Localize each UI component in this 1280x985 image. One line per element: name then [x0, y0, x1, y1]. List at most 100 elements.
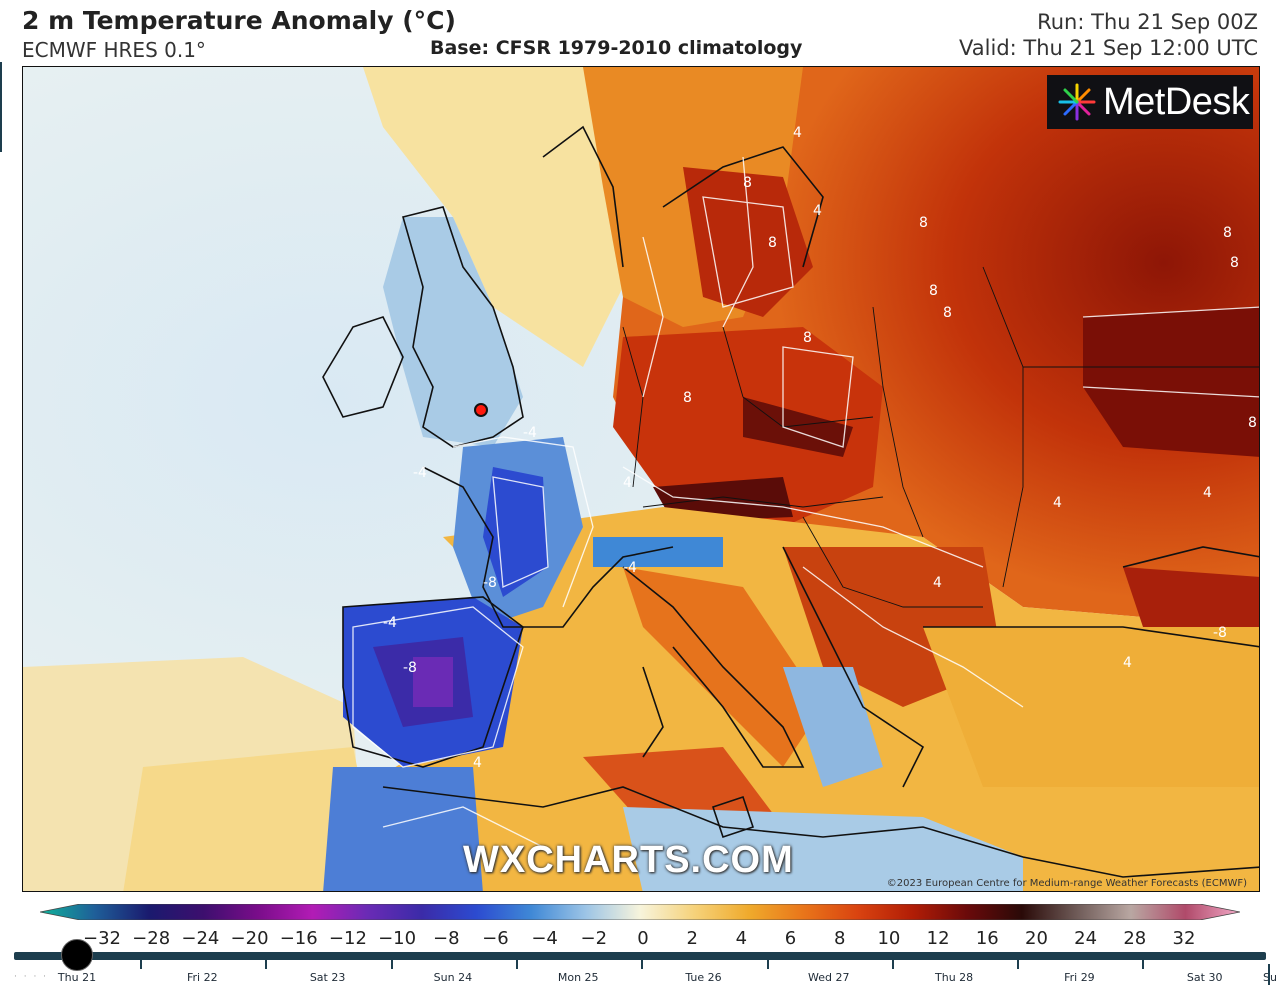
contour-label: 8 — [743, 175, 752, 191]
colorbar-tick-label: 12 — [926, 928, 950, 949]
timeline-tick — [766, 960, 769, 969]
contour-label: -4 — [623, 560, 637, 576]
timeline-day-label[interactable]: Fri 29 — [1064, 971, 1095, 984]
contour-label: 8 — [1230, 255, 1239, 271]
timeline-tick — [891, 960, 894, 969]
contour-label: -8 — [483, 575, 497, 591]
contour-label: 4 — [793, 125, 802, 141]
libya-coast-cold — [623, 807, 1023, 891]
colorbar-tick-label: 24 — [1074, 928, 1098, 949]
colorbar-tick-label: 16 — [975, 928, 999, 949]
colorbar-tick-label: 2 — [686, 928, 698, 949]
france-core — [483, 467, 548, 597]
turkey-yellow — [923, 627, 1259, 787]
contour-label: -8 — [403, 660, 417, 676]
contour-label: -4 — [413, 465, 427, 481]
timeline-day-label[interactable]: Thu 28 — [935, 971, 974, 984]
colorbar-tick-label: 0 — [637, 928, 649, 949]
contour-label: 8 — [1223, 225, 1232, 241]
colorbar-tick-label: 10 — [877, 928, 901, 949]
iberia-violet — [413, 657, 453, 707]
location-marker — [474, 403, 488, 417]
timeline-dots: · · · · — [14, 972, 49, 982]
metdesk-logo-icon — [1058, 83, 1096, 121]
contour-label: 4 — [1053, 495, 1062, 511]
colorbar-tick-label: −4 — [531, 928, 558, 949]
contour-label: 8 — [803, 330, 812, 346]
colorbar-tick-label: 20 — [1025, 928, 1048, 949]
timeline-day-label[interactable]: Mon 25 — [557, 971, 599, 984]
timeline-tick — [1142, 960, 1145, 969]
timeline-day-label[interactable]: Tue 26 — [685, 971, 722, 984]
timeline-tick — [390, 960, 393, 969]
contour-label: 4 — [1123, 655, 1132, 671]
timeline-day-label[interactable]: Sat 23 — [309, 971, 346, 984]
colorbar-tick-label: −20 — [230, 928, 269, 949]
contour-label: 8 — [683, 390, 692, 406]
colorbar-tick-label: 6 — [784, 928, 797, 949]
timeline-day-label[interactable]: Fri 22 — [186, 971, 218, 984]
anomaly-contours — [352, 156, 1259, 848]
colorbar-tick-label: −12 — [328, 928, 367, 949]
baltic-hot — [683, 167, 813, 317]
timeline-day-label[interactable]: Su — [1263, 971, 1277, 984]
colorbar-tick-label: 28 — [1123, 928, 1147, 949]
coastlines — [322, 125, 1259, 878]
map-canvas: 8 8 8 8 8 8 8 8 8 8 4 4 4 4 4 4 4 4 -4 -… — [23, 67, 1259, 891]
timeline-tick — [140, 960, 142, 969]
anomaly-map: 8 8 8 8 8 8 8 8 8 8 4 4 4 4 4 4 4 4 -4 -… — [22, 66, 1260, 892]
north-africa-cold — [323, 767, 483, 891]
black-sea-red — [1123, 567, 1259, 627]
contour-label: 4 — [813, 203, 822, 219]
colorbar-tick-label: −2 — [580, 928, 608, 949]
bohemia-dark — [743, 397, 853, 457]
timeline-tick — [265, 960, 268, 969]
chart-title: 2 m Temperature Anomaly (°C) — [22, 6, 456, 35]
timeline-tick — [1017, 960, 1020, 969]
colorbar-tick-label: −6 — [482, 928, 509, 949]
right-edge-bar — [1268, 964, 1270, 985]
contour-label: 4 — [1203, 485, 1212, 501]
contour-label: 4 — [473, 755, 482, 771]
colorbar-tick-label: 8 — [833, 928, 846, 949]
contour-label: 8 — [768, 235, 777, 251]
contour-label: 8 — [929, 283, 938, 299]
contour-label: 8 — [1248, 415, 1257, 431]
timeline-day-label[interactable]: Sat 30 — [1186, 971, 1223, 984]
metdesk-logo: MetDesk — [1047, 75, 1253, 129]
uk-cold — [383, 217, 523, 447]
contour-label: 4 — [933, 575, 942, 591]
colorbar-gradient — [40, 904, 1240, 920]
timeline-slider-knob[interactable] — [61, 939, 93, 971]
colorbar-tick-label: −16 — [279, 928, 318, 949]
colorbar-tick-label: 4 — [735, 928, 748, 949]
colorbar — [40, 904, 1240, 920]
wxcharts-watermark: WXCHARTS.COM — [463, 839, 794, 881]
colorbar-tick-label: 32 — [1172, 928, 1196, 949]
timeline-day-label[interactable]: Wed 27 — [808, 971, 850, 984]
timeline-day-label[interactable]: Sun 24 — [433, 971, 473, 984]
colorbar-tick-label: −24 — [181, 928, 220, 949]
alps-cold — [593, 537, 723, 567]
colorbar-tick-label: −8 — [432, 928, 460, 949]
contour-label: -4 — [383, 615, 397, 631]
metdesk-logo-text: MetDesk — [1103, 80, 1250, 123]
contour-label: -8 — [1213, 625, 1227, 641]
climatology-base: Base: CFSR 1979-2010 climatology — [430, 37, 803, 59]
contour-labels: 8 8 8 8 8 8 8 8 8 8 4 4 4 4 4 4 4 4 -4 -… — [383, 125, 1257, 771]
ecmwf-copyright: ©2023 European Centre for Medium-range W… — [886, 878, 1247, 889]
valid-time: Valid: Thu 21 Sep 12:00 UTC — [959, 36, 1258, 60]
model-name: ECMWF HRES 0.1° — [22, 38, 206, 62]
contour-label: -4 — [523, 425, 537, 441]
contour-label: 8 — [919, 215, 928, 231]
timeline-day-label[interactable]: Thu 21 — [57, 971, 97, 984]
timeline-tick — [641, 960, 644, 969]
sw-yellow — [123, 747, 383, 891]
run-time: Run: Thu 21 Sep 00Z — [1037, 10, 1258, 34]
timeline-track[interactable] — [14, 952, 1266, 960]
colorbar-tick-label: −28 — [132, 928, 171, 949]
colorbar-tick-label: −10 — [378, 928, 417, 949]
timeline-tick — [515, 960, 518, 969]
contour-label: 8 — [943, 305, 952, 321]
colorbar-tick-label: −32 — [83, 928, 121, 949]
